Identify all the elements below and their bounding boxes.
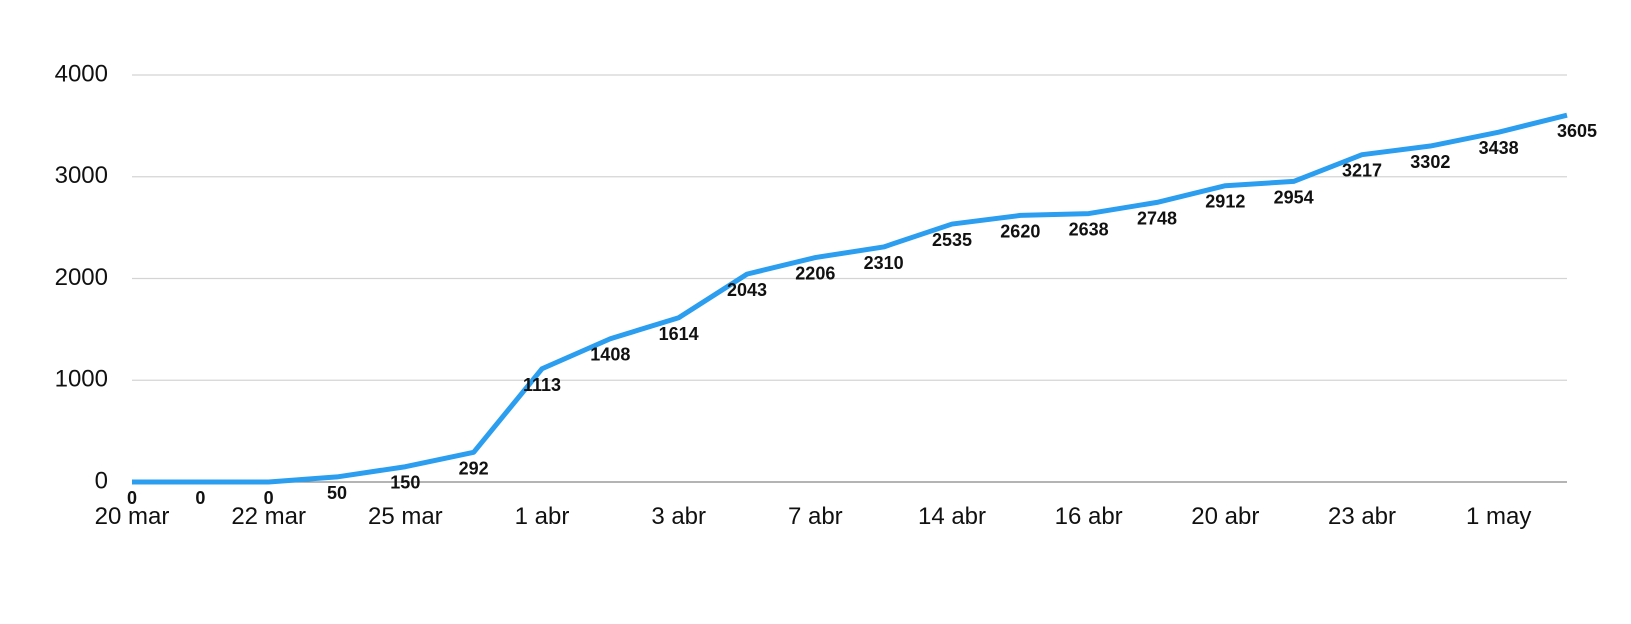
data-label: 2620 (1000, 221, 1040, 241)
data-label: 2638 (1069, 220, 1109, 240)
x-tick-label: 25 mar (368, 503, 443, 530)
x-tick-label: 23 abr (1328, 503, 1396, 530)
y-tick-label: 2000 (55, 264, 108, 291)
data-label: 3438 (1479, 138, 1519, 158)
x-tick-label: 20 abr (1191, 503, 1259, 530)
data-label: 2310 (864, 253, 904, 273)
data-label: 1614 (659, 324, 699, 344)
x-tick-label: 14 abr (918, 503, 986, 530)
x-tick-label: 22 mar (231, 503, 306, 530)
x-tick-label: 7 abr (788, 503, 843, 530)
data-label: 0 (264, 488, 274, 508)
data-label: 1113 (523, 375, 561, 395)
x-tick-label: 1 abr (515, 503, 570, 530)
data-label: 0 (127, 488, 137, 508)
data-label: 3217 (1342, 161, 1382, 181)
data-label: 0 (195, 488, 205, 508)
data-label: 2535 (932, 230, 972, 250)
data-label: 3605 (1557, 121, 1597, 141)
data-label: 2206 (795, 264, 835, 284)
data-label: 50 (327, 483, 347, 503)
y-tick-label: 0 (95, 467, 108, 494)
data-label: 2748 (1137, 208, 1177, 228)
data-label: 2043 (727, 280, 767, 300)
y-tick-label: 4000 (55, 60, 108, 87)
data-label: 1408 (590, 345, 630, 365)
x-tick-label: 1 may (1466, 503, 1531, 530)
data-label: 3302 (1410, 152, 1450, 172)
data-label: 150 (390, 473, 420, 493)
x-tick-label: 16 abr (1055, 503, 1123, 530)
x-tick-label: 20 mar (95, 503, 170, 530)
y-tick-label: 1000 (55, 366, 108, 393)
data-label: 292 (459, 458, 489, 478)
x-tick-label: 3 abr (651, 503, 706, 530)
line (132, 112, 1568, 485)
data-label: 2912 (1205, 192, 1245, 212)
data-label: 2954 (1274, 187, 1314, 207)
y-tick-label: 3000 (55, 162, 108, 189)
